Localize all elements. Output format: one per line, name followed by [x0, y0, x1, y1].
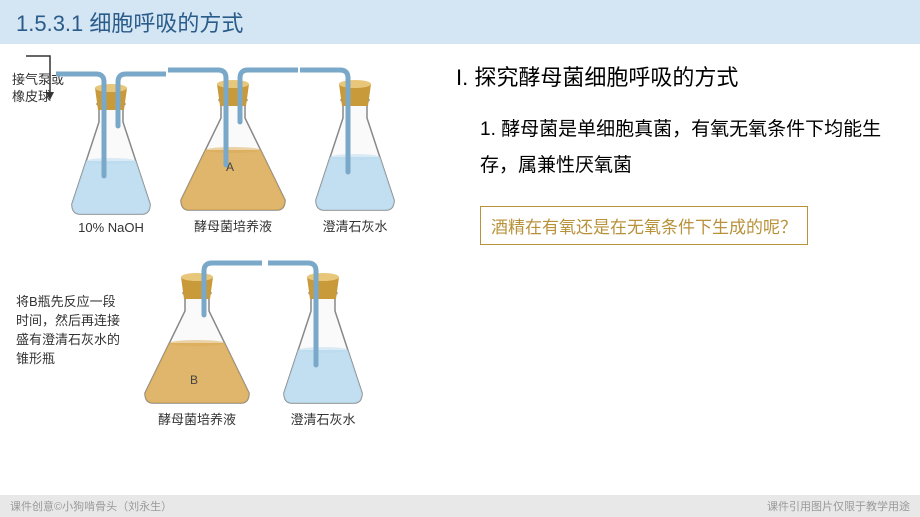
diagrams-column: 接气泵或 橡皮球 10% NaOH A 酵母菌培养液 澄清石灰水 将B瓶先反应一… — [16, 56, 446, 428]
flask-2: A 酵母菌培养液 — [168, 62, 298, 235]
flask-svg — [268, 255, 378, 405]
footer: 课件创意©小狗啃骨头（刘永生） 课件引用图片仅限于教学用途 — [0, 495, 920, 517]
flask-inner-label: A — [226, 160, 234, 174]
page-header: 1.5.3.1 细胞呼吸的方式 — [0, 0, 920, 44]
content-area: 接气泵或 橡皮球 10% NaOH A 酵母菌培养液 澄清石灰水 将B瓶先反应一… — [0, 44, 920, 440]
flask-1: 10% NaOH — [56, 66, 166, 235]
flask-label: 酵母菌培养液 — [158, 409, 236, 428]
flask-2: 澄清石灰水 — [268, 255, 378, 428]
question-box: 酒精在有氧还是在无氧条件下生成的呢？ — [480, 206, 808, 245]
flask-inner-label: B — [190, 373, 198, 387]
text-column: I. 探究酵母菌细胞呼吸的方式 1. 酵母菌是单细胞真菌，有氧无氧条件下均能生存… — [456, 56, 904, 428]
header-title: 1.5.3.1 细胞呼吸的方式 — [16, 11, 243, 36]
flask-label: 酵母菌培养液 — [194, 216, 272, 235]
footer-right: 课件引用图片仅限于教学用途 — [767, 498, 910, 514]
flask-3: 澄清石灰水 — [300, 62, 410, 235]
flask-1: B 酵母菌培养液 — [132, 255, 262, 428]
body-text: 1. 酵母菌是单细胞真菌，有氧无氧条件下均能生存，属兼性厌氧菌 — [480, 112, 904, 184]
flask-label: 10% NaOH — [78, 220, 144, 235]
flask-svg — [300, 62, 410, 212]
section-title: I. 探究酵母菌细胞呼吸的方式 — [456, 60, 904, 92]
flask-label: 澄清石灰水 — [322, 216, 387, 235]
diagram-2: 将B瓶先反应一段时间，然后再连接盛有澄清石灰水的锥形瓶 B 酵母菌培养液 澄清石… — [16, 255, 446, 428]
flask-svg — [168, 62, 298, 212]
flask-svg — [56, 66, 166, 216]
footer-left: 课件创意©小狗啃骨头（刘永生） — [10, 498, 172, 514]
diagram-note: 将B瓶先反应一段时间，然后再连接盛有澄清石灰水的锥形瓶 — [16, 293, 126, 368]
arrow-icon — [20, 50, 54, 104]
diagram-1: 接气泵或 橡皮球 10% NaOH A 酵母菌培养液 澄清石灰水 — [16, 56, 446, 235]
flask-label: 澄清石灰水 — [290, 409, 355, 428]
